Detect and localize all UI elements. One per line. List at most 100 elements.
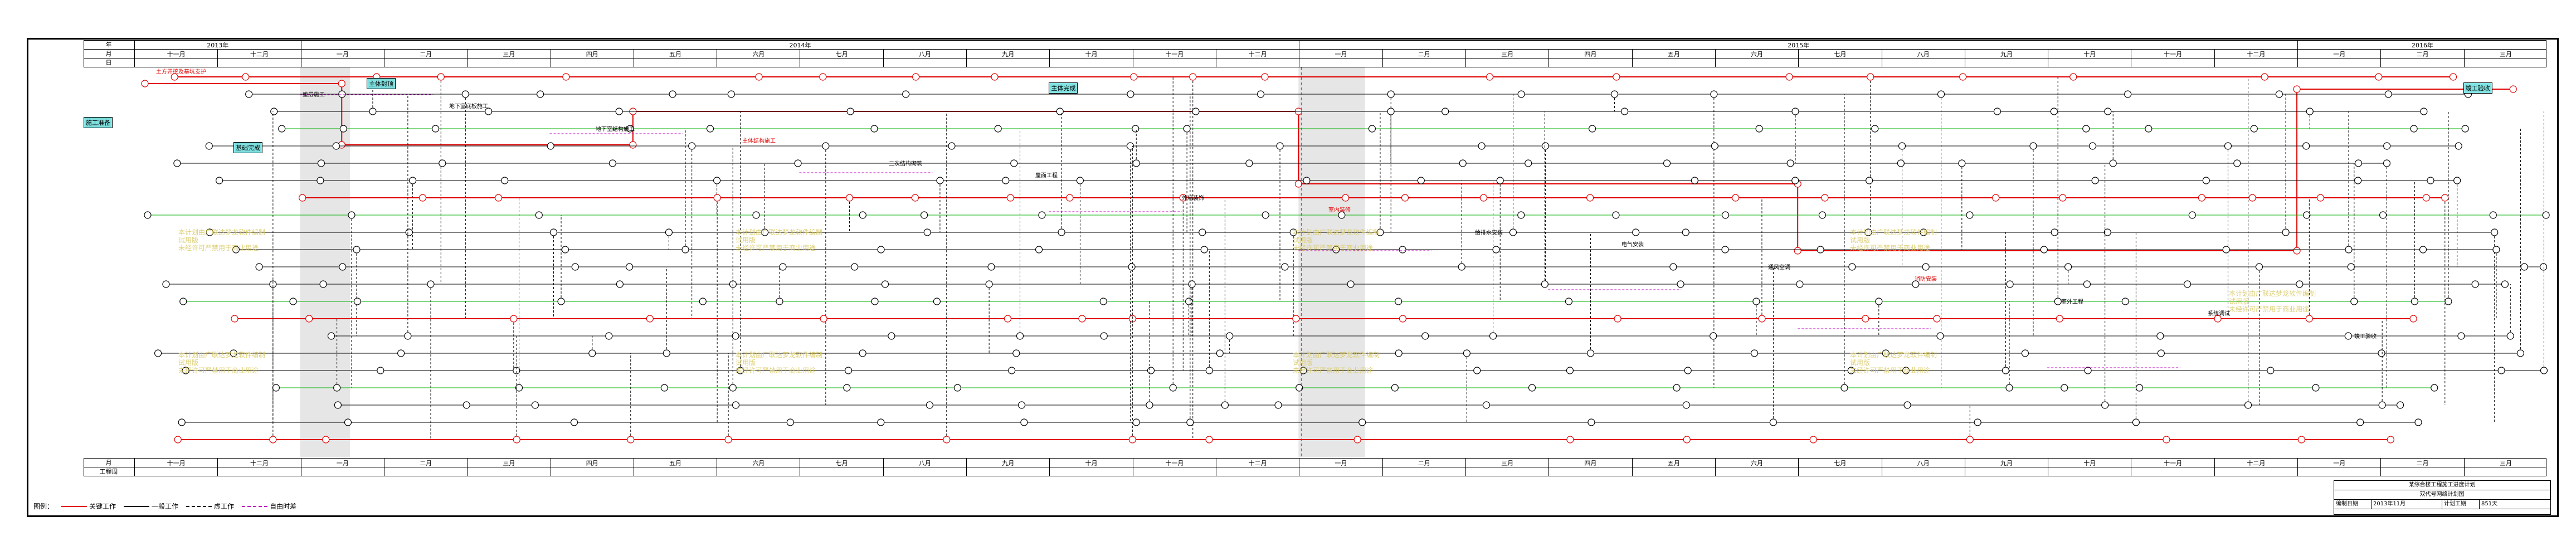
tb-k1: 计划工期: [2442, 500, 2480, 509]
network-node: [1205, 436, 1213, 443]
network-node: [877, 418, 885, 426]
network-node: [2132, 418, 2140, 426]
network-node: [2345, 246, 2353, 254]
week-cell: [2380, 467, 2463, 476]
network-node: [615, 108, 623, 115]
network-node: [994, 125, 1002, 133]
watermark-text: 本计划由广联达梦龙软件编制 试用版 未经许可严禁用于商业用途: [1850, 228, 1937, 252]
day-cell: [633, 59, 717, 67]
network-node: [1682, 228, 1689, 236]
day-cell: [883, 59, 966, 67]
network-node: [547, 142, 554, 150]
network-node: [1821, 194, 1829, 202]
network-node: [1958, 159, 1966, 167]
day-cell: [1881, 59, 1965, 67]
network-node: [1613, 73, 1620, 81]
network-node: [2375, 73, 2383, 81]
network-node: [987, 263, 995, 271]
network-node: [1898, 142, 1906, 150]
network-node: [338, 90, 346, 98]
network-node: [1376, 228, 1384, 236]
network-node: [2312, 384, 2320, 392]
bottom-month-cell: 十月: [1049, 459, 1132, 467]
network-node: [513, 436, 520, 443]
network-node: [1922, 263, 1930, 271]
network-node: [1517, 211, 1525, 219]
network-node: [144, 211, 152, 219]
week-cell: [2131, 467, 2214, 476]
network-node: [2540, 367, 2548, 374]
network-node: [1847, 367, 1855, 374]
network-node: [1566, 367, 1574, 374]
network-node: [338, 80, 345, 87]
network-node: [427, 280, 435, 288]
network-node: [1817, 246, 1824, 254]
network-node: [2104, 108, 2112, 115]
network-node: [1128, 436, 1136, 443]
network-node: [1937, 90, 1945, 98]
legend-title: 图例：: [33, 503, 54, 510]
task-label: 土方开挖及基坑支护: [156, 69, 206, 75]
network-node: [2069, 73, 2077, 81]
network-node: [2202, 177, 2210, 184]
week-cell: [1049, 467, 1132, 476]
bottom-month-cell: 三月: [467, 459, 550, 467]
year-cell: 2014年: [300, 41, 1299, 49]
network-node: [2056, 315, 2063, 323]
network-node: [562, 73, 570, 81]
network-node: [510, 315, 518, 323]
network-node: [179, 298, 187, 305]
network-node: [2051, 228, 2058, 236]
network-node: [1866, 177, 1873, 184]
day-cell: [1216, 59, 1299, 67]
network-node: [1205, 367, 1213, 374]
network-node: [397, 349, 405, 357]
network-node: [2145, 125, 2153, 133]
network-node: [2441, 194, 2449, 202]
network-node: [2183, 280, 2192, 288]
task-label: 给排水安装: [1475, 230, 1503, 236]
day-cell: [966, 59, 1049, 67]
bottom-month-cell: 五月: [1632, 459, 1715, 467]
watermark-text: 本计划由广联达梦龙软件编制 试用版 未经许可严禁用于商业用途: [2229, 290, 2316, 313]
network-node: [1786, 159, 1794, 167]
network-node: [1387, 108, 1395, 115]
bottom-week-ruler: [84, 467, 2546, 476]
network-node: [1750, 349, 1759, 357]
network-node: [1959, 73, 1967, 81]
network-node: [1099, 298, 1107, 305]
network-node: [1586, 194, 1594, 202]
network-node: [752, 211, 760, 219]
network-node: [706, 125, 714, 133]
network-node: [334, 401, 342, 409]
network-node: [1016, 332, 1024, 340]
legend-normal-label: 一般工作: [152, 503, 179, 510]
network-node: [316, 177, 324, 184]
network-node: [317, 159, 325, 167]
network-node: [1586, 349, 1595, 357]
network-node: [418, 194, 427, 202]
network-node: [462, 401, 470, 409]
network-node: [2293, 247, 2301, 255]
network-node: [1132, 125, 1140, 133]
network-node: [870, 125, 878, 133]
network-node: [2419, 246, 2427, 254]
week-cell: [2048, 467, 2131, 476]
day-cell: [1964, 59, 2048, 67]
day-cell: [800, 59, 883, 67]
network-node: [616, 280, 624, 288]
network-node: [663, 349, 670, 357]
week-cell: [1548, 467, 1632, 476]
network-node: [1966, 211, 1974, 219]
network-node: [1017, 401, 1026, 409]
milestone-box: 施工准备: [84, 117, 113, 128]
month-cell: 四月: [1548, 50, 1632, 58]
network-node: [536, 90, 544, 98]
network-node: [1933, 315, 1941, 323]
network-node: [626, 125, 634, 133]
network-node: [1683, 436, 1691, 443]
network-node: [327, 332, 335, 340]
network-node: [1710, 90, 1718, 98]
network-node: [339, 263, 347, 271]
network-node: [2275, 90, 2283, 98]
